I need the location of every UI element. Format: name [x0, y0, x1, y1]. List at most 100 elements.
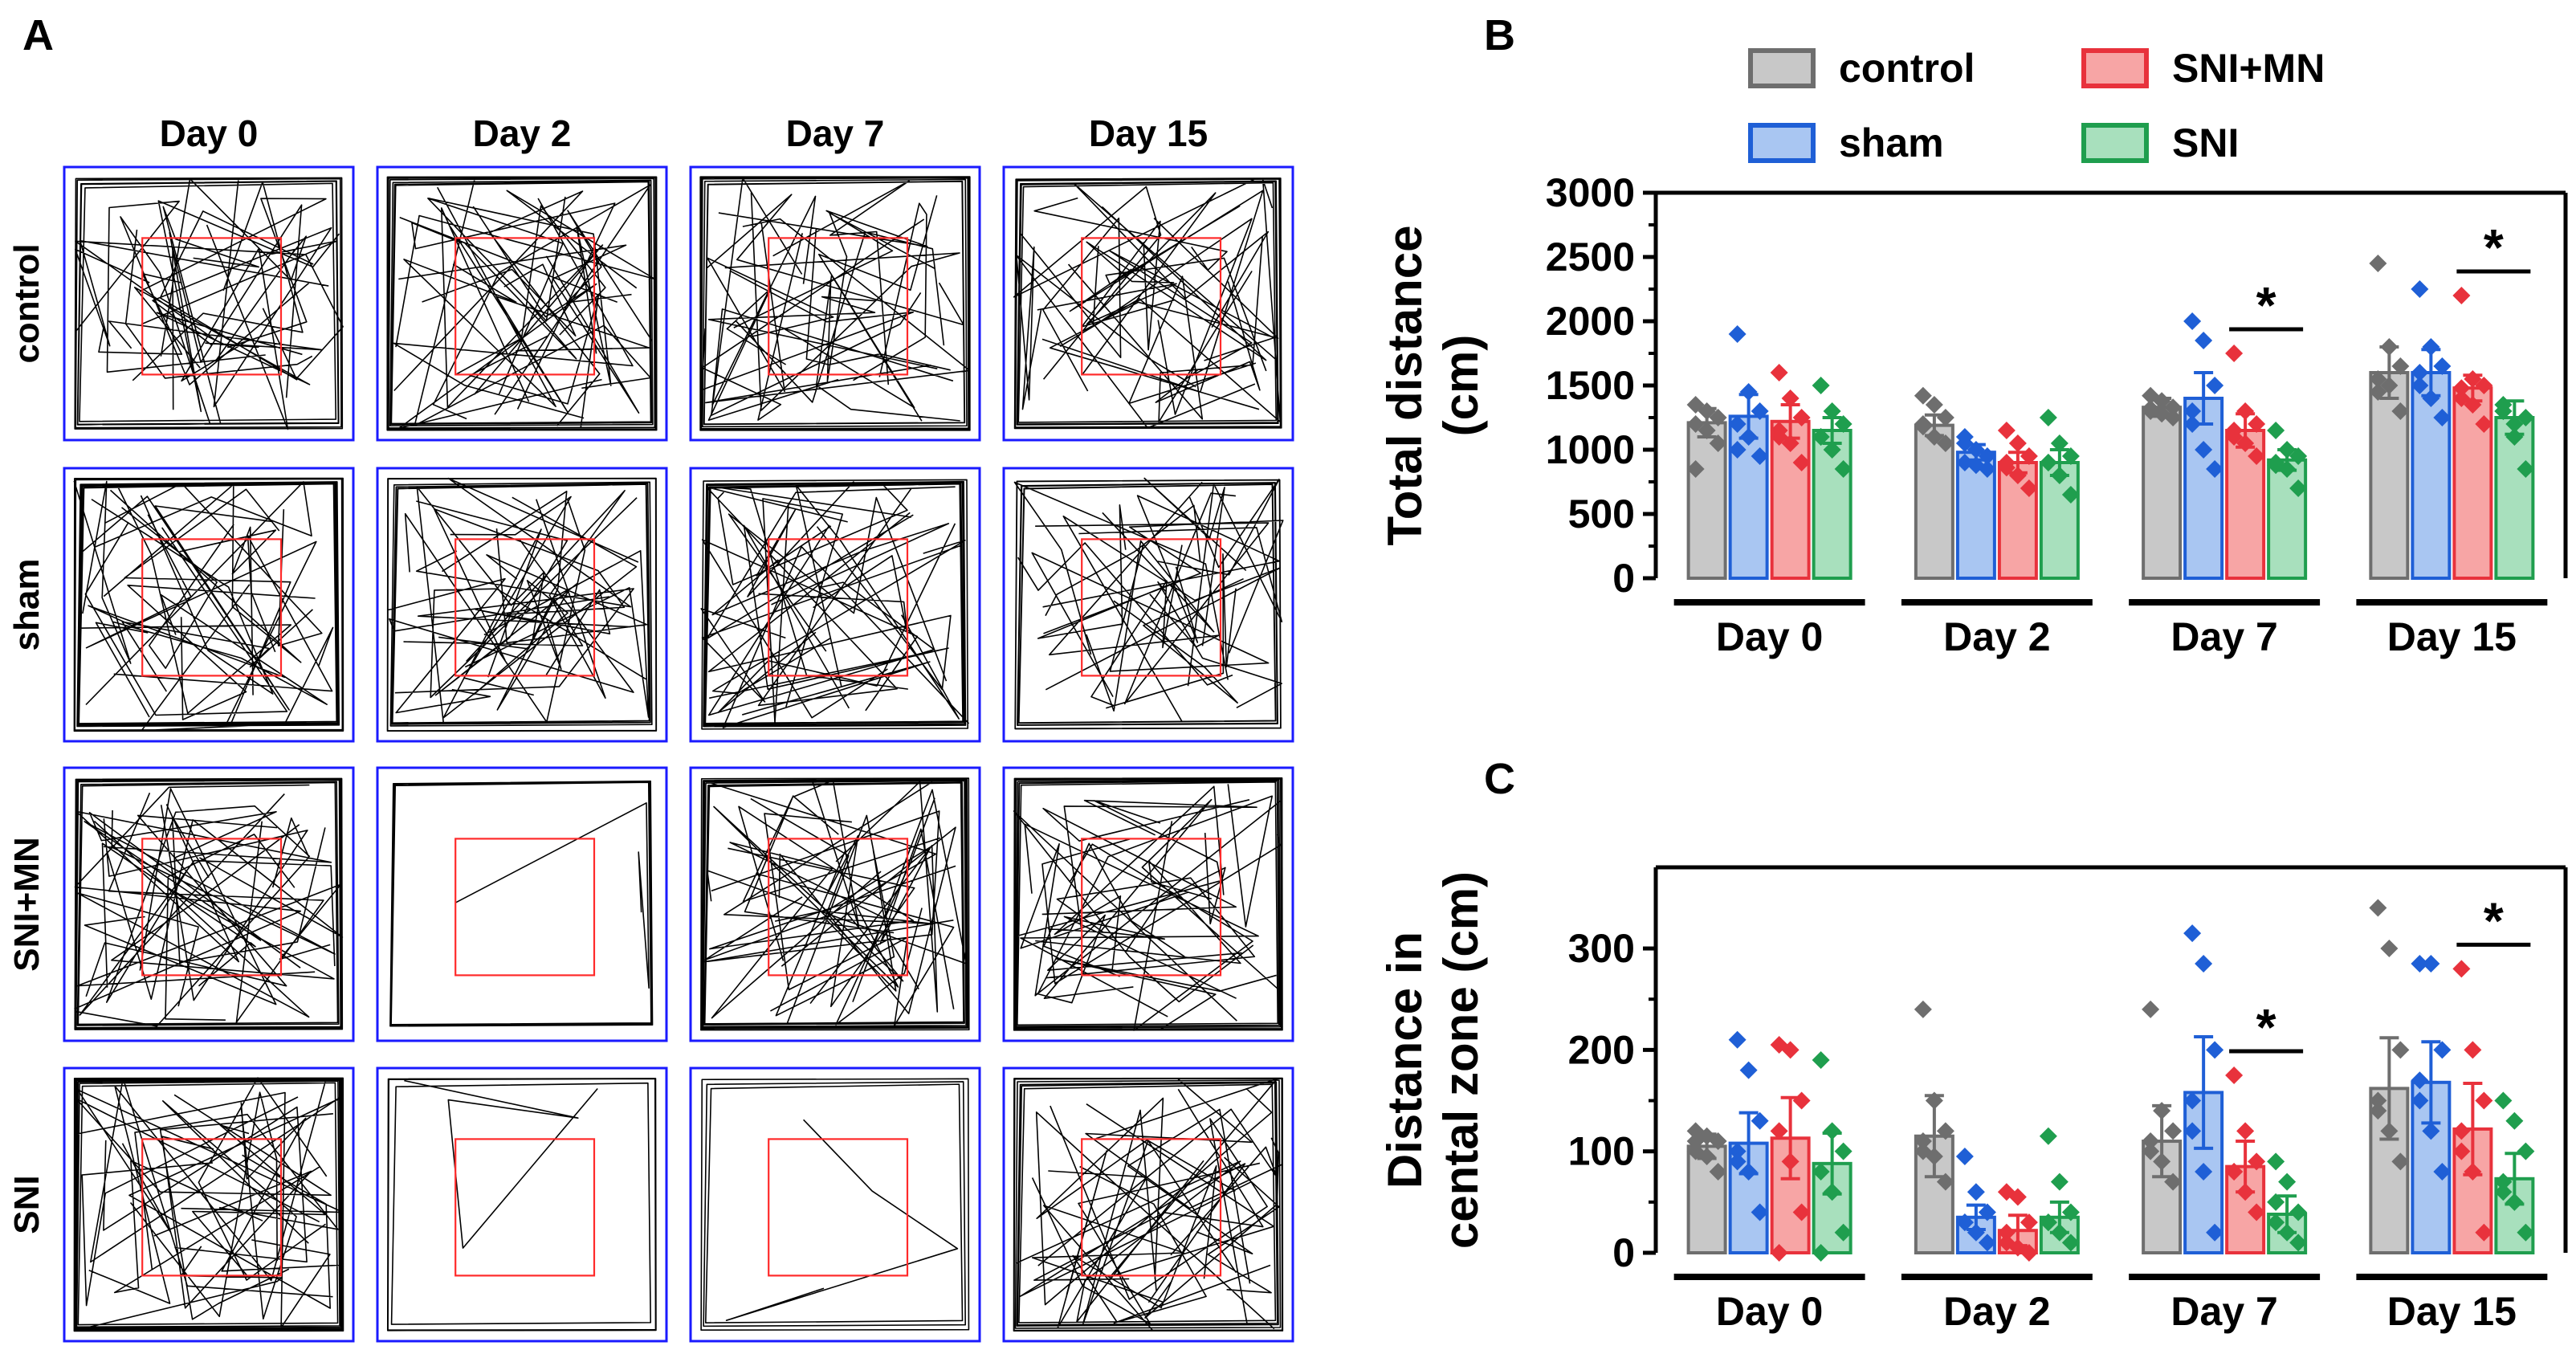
y-tick-label: 0 — [1612, 556, 1635, 601]
day-label: Day 0 — [160, 112, 259, 154]
data-point — [2020, 447, 2038, 465]
center-zone — [454, 1138, 596, 1277]
legend-label: sham — [1839, 120, 1944, 165]
y-axis-label: (cm) — [1434, 335, 1488, 437]
data-point — [1739, 1061, 1758, 1079]
y-tick-label: 3000 — [1546, 170, 1635, 215]
data-point — [2225, 1162, 2244, 1181]
data-point — [1955, 1213, 1974, 1232]
arena-border — [376, 1066, 668, 1343]
y-tick-label: 300 — [1568, 926, 1635, 971]
data-point — [2422, 955, 2440, 973]
data-point — [1936, 1172, 1954, 1191]
data-point — [2142, 399, 2160, 418]
data-point — [2391, 402, 2410, 420]
movement-track — [386, 1078, 657, 1331]
data-point — [1792, 409, 1811, 426]
center-zone — [141, 237, 283, 376]
legend-label: SNI+MN — [2172, 46, 2325, 91]
data-point — [2391, 1041, 2410, 1059]
data-point — [1739, 1162, 1758, 1181]
data-point — [2422, 1122, 2440, 1140]
bar-sni — [2267, 458, 2308, 580]
data-point — [1812, 1162, 1830, 1181]
data-point — [2494, 1183, 2513, 1201]
data-point — [2050, 434, 2069, 452]
data-point — [2433, 409, 2452, 426]
data-point — [2061, 447, 2080, 465]
legend-label: control — [1839, 46, 1975, 91]
data-point — [2289, 1234, 2308, 1252]
data-point — [2039, 454, 2057, 471]
arena-border — [1002, 165, 1294, 442]
data-point — [2494, 1091, 2513, 1110]
movement-track — [1013, 777, 1283, 1031]
data-point — [2433, 1041, 2452, 1059]
data-point — [2061, 1234, 2080, 1252]
data-point — [2475, 377, 2493, 394]
data-point — [2020, 1244, 2038, 1262]
legend-swatch-sni-mn — [2081, 48, 2149, 88]
data-point — [2369, 383, 2387, 401]
data-point — [2142, 1000, 2160, 1018]
data-point — [1709, 434, 1727, 452]
data-point — [1728, 325, 1747, 343]
data-point — [1914, 386, 1932, 405]
center-zone — [1081, 237, 1222, 376]
data-point — [2517, 1223, 2535, 1242]
data-point — [1781, 1041, 1800, 1059]
data-point — [2391, 357, 2410, 375]
data-point — [2452, 960, 2471, 978]
data-point — [2411, 1091, 2429, 1110]
movement-track — [73, 477, 344, 732]
data-point — [2039, 1213, 2057, 1232]
center-zone — [454, 538, 596, 677]
data-point — [2206, 1223, 2224, 1242]
data-point — [2452, 379, 2471, 398]
arena-border — [63, 1066, 355, 1343]
data-point — [2411, 280, 2429, 298]
day-label: Day 2 — [473, 112, 572, 154]
movement-track — [74, 177, 344, 430]
data-point — [2380, 338, 2399, 356]
movement-track — [1013, 1077, 1284, 1332]
data-point — [1925, 1148, 1943, 1165]
x-tick-label: Day 7 — [2170, 614, 2277, 659]
center-zone — [768, 1138, 909, 1277]
movement-track — [74, 777, 344, 1030]
x-tick-label: Day 0 — [1716, 614, 1823, 659]
data-point — [2195, 955, 2213, 973]
data-point — [2195, 1162, 2213, 1181]
data-point — [1914, 1132, 1932, 1151]
data-point — [2008, 434, 2027, 452]
day-label: Day 7 — [786, 112, 885, 154]
data-point — [2236, 1183, 2255, 1201]
data-point — [2248, 415, 2266, 433]
data-point — [1834, 460, 1853, 478]
data-point — [1955, 434, 1974, 452]
movement-track — [700, 479, 970, 730]
data-point — [2248, 1152, 2266, 1171]
significance-star: * — [2256, 998, 2276, 1056]
data-point — [1728, 415, 1747, 433]
data-point — [2475, 1223, 2493, 1242]
data-point — [2153, 1152, 2171, 1171]
data-point — [1955, 1148, 1974, 1165]
data-point — [1997, 459, 2016, 477]
data-point — [2183, 415, 2202, 433]
data-point — [1936, 1122, 1954, 1140]
data-point — [2505, 428, 2524, 446]
data-point — [1739, 428, 1758, 446]
group-label: sham — [7, 559, 47, 651]
data-point — [2380, 940, 2399, 958]
data-point — [2411, 1071, 2429, 1090]
center-zone — [1081, 538, 1222, 677]
data-point — [2236, 434, 2255, 452]
significance-star: * — [2256, 276, 2276, 334]
data-point — [2267, 422, 2285, 439]
data-point — [2452, 1122, 2471, 1140]
movement-track — [386, 477, 658, 732]
data-point — [2183, 312, 2202, 330]
data-point — [1686, 460, 1705, 478]
data-point — [1823, 402, 1841, 420]
